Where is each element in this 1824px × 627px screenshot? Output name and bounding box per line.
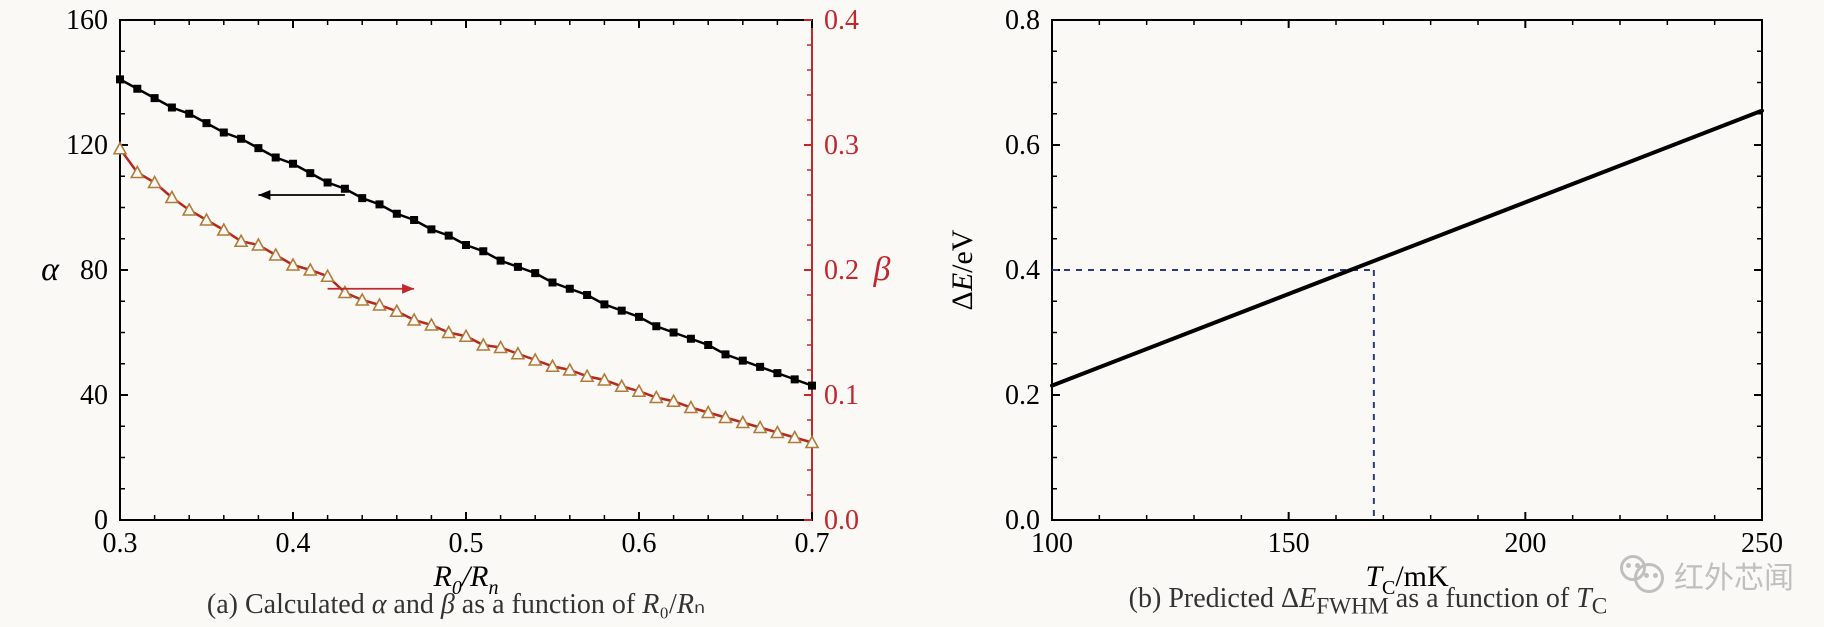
svg-text:0.6: 0.6 [1005,130,1040,161]
svg-text:0.4: 0.4 [1005,255,1040,286]
svg-text:80: 80 [80,255,108,286]
watermark: 红外芯闻 [1620,553,1794,597]
svg-text:0.1: 0.1 [824,380,859,411]
svg-text:0.5: 0.5 [449,528,484,559]
svg-text:ΔE/eV: ΔE/eV [946,229,979,310]
svg-text:40: 40 [80,380,108,411]
svg-text:0.2: 0.2 [824,255,859,286]
svg-text:0.0: 0.0 [1005,505,1040,536]
wechat-icon [1620,555,1668,595]
svg-text:β: β [873,251,891,288]
svg-text:0.2: 0.2 [1005,380,1040,411]
svg-text:0: 0 [94,505,108,536]
svg-text:0.0: 0.0 [824,505,859,536]
svg-text:0.4: 0.4 [276,528,311,559]
panel-b: 1001502002500.00.20.40.60.8TC/mKΔE/eV (b… [912,0,1824,627]
svg-text:160: 160 [66,5,108,36]
svg-text:150: 150 [1268,528,1310,559]
figure-container: 0.30.40.50.60.7040801201600.00.10.20.30.… [0,0,1824,627]
chart-a-svg: 0.30.40.50.60.7040801201600.00.10.20.30.… [0,0,912,627]
panel-a: 0.30.40.50.60.7040801201600.00.10.20.30.… [0,0,912,627]
svg-text:0.4: 0.4 [824,5,859,36]
svg-text:0.6: 0.6 [622,528,657,559]
svg-text:0.3: 0.3 [824,130,859,161]
watermark-text: 红外芯闻 [1674,553,1794,597]
caption-a: (a) Calculated α and β as a function of … [0,587,912,621]
svg-text:0.8: 0.8 [1005,5,1040,36]
chart-b-svg: 1001502002500.00.20.40.60.8TC/mKΔE/eV [912,0,1824,627]
svg-text:200: 200 [1504,528,1546,559]
svg-text:120: 120 [66,130,108,161]
svg-text:α: α [41,251,60,288]
